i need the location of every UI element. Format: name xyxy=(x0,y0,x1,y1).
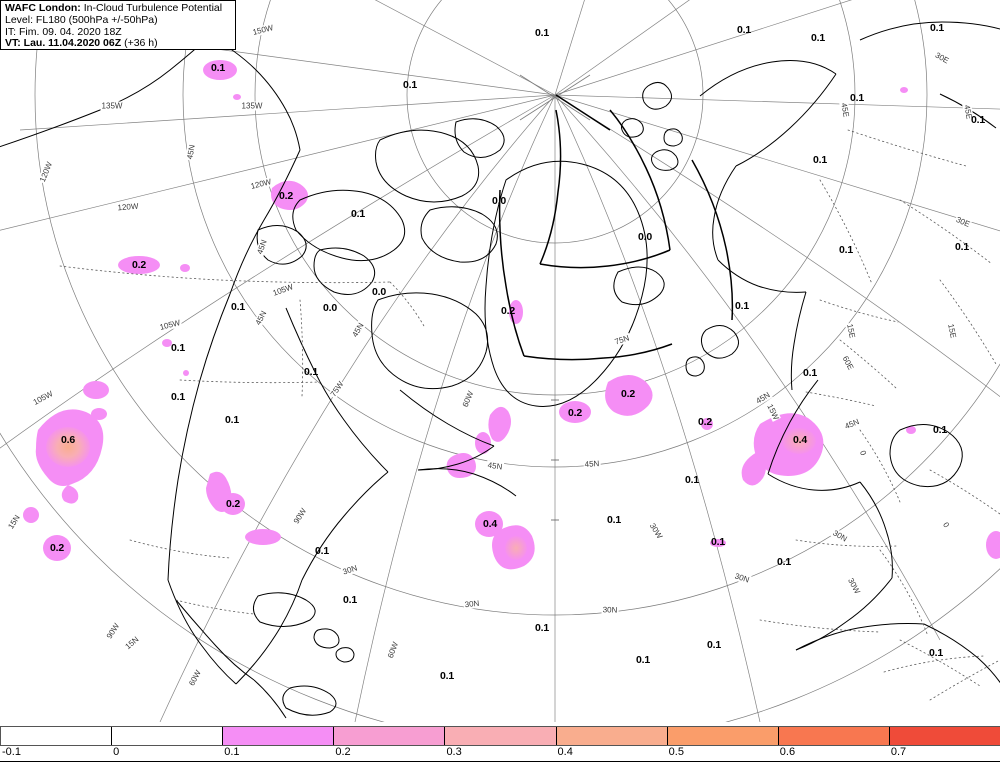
contour-value-label: 0.1 xyxy=(535,622,549,634)
contour-value-label: 0.1 xyxy=(839,244,853,256)
colorbar: -0.1 0 0.1 0.2 0.3 0.4 0.5 0.6 0.7 xyxy=(0,726,1000,762)
title-line-product: WAFC London: In-Cloud Turbulence Potenti… xyxy=(5,2,232,15)
colorbar-segment[interactable] xyxy=(667,727,779,745)
title-box: WAFC London: In-Cloud Turbulence Potenti… xyxy=(0,0,236,50)
graticule-label: 135W xyxy=(100,101,124,111)
contour-value-label: 0.2 xyxy=(226,498,240,510)
graticule-label: 30N xyxy=(601,605,619,615)
colorbar-tick-label: -0.1 xyxy=(2,746,21,758)
colorbar-segments[interactable] xyxy=(0,726,1000,746)
map-graphic xyxy=(0,0,1000,722)
contour-value-label: 0.1 xyxy=(351,208,365,220)
contour-value-label: 0.2 xyxy=(501,305,515,317)
contour-value-label: 0.1 xyxy=(171,391,185,403)
contour-value-label: 0.1 xyxy=(535,27,549,39)
contour-value-label: 0.2 xyxy=(568,407,582,419)
colorbar-segment[interactable] xyxy=(556,727,668,745)
contour-value-label: 0.1 xyxy=(607,514,621,526)
contour-value-label: 0.1 xyxy=(440,670,454,682)
contour-value-label: 0.0 xyxy=(372,286,386,298)
lead-time-label: (+36 h) xyxy=(124,37,158,50)
contour-value-label: 0.1 xyxy=(707,639,721,651)
contour-value-label: 0.1 xyxy=(933,424,947,436)
contour-value-label: 0.1 xyxy=(803,367,817,379)
colorbar-segment[interactable] xyxy=(445,727,557,745)
contour-value-label: 0.1 xyxy=(735,300,749,312)
contour-value-label: 0.1 xyxy=(403,79,417,91)
colorbar-tick-label: 0 xyxy=(113,746,120,758)
colorbar-segment[interactable] xyxy=(223,727,335,745)
contour-value-label: 0.1 xyxy=(711,536,725,548)
colorbar-segment[interactable] xyxy=(778,727,890,745)
title-line-valid: VT: Lau. 11.04.2020 06Z (+36 h) xyxy=(5,37,232,50)
contour-value-label: 0.1 xyxy=(850,92,864,104)
contour-value-label: 0.1 xyxy=(343,594,357,606)
contour-value-label: 0.1 xyxy=(811,32,825,44)
product-label: In-Cloud Turbulence Potential xyxy=(83,2,223,14)
contour-value-label: 0.1 xyxy=(171,342,185,354)
contour-value-label: 0.1 xyxy=(636,654,650,666)
contour-value-label: 0.2 xyxy=(621,388,635,400)
contour-value-label: 0.1 xyxy=(315,545,329,557)
contour-value-label: 0.1 xyxy=(304,366,318,378)
contour-value-label: 0.2 xyxy=(279,190,293,202)
graticule-label: 45N xyxy=(583,459,601,469)
contour-value-label: 0.1 xyxy=(971,114,985,126)
contour-value-label: 0.0 xyxy=(492,195,506,207)
contour-value-label: 0.4 xyxy=(793,434,807,446)
turbulence-shading xyxy=(23,60,1000,570)
colorbar-segment[interactable] xyxy=(889,727,1000,745)
contour-value-label: 0.1 xyxy=(211,62,225,74)
colorbar-tick-label: 0.1 xyxy=(224,746,240,758)
colorbar-segment[interactable] xyxy=(1,727,113,745)
contour-value-label: 0.0 xyxy=(638,231,652,243)
colorbar-segment[interactable] xyxy=(112,727,224,745)
contour-value-label: 0.1 xyxy=(930,22,944,34)
contour-value-label: 0.1 xyxy=(225,414,239,426)
colorbar-tick-label: 0.5 xyxy=(668,746,684,758)
colorbar-segment[interactable] xyxy=(334,727,446,745)
contour-value-label: 0.2 xyxy=(698,416,712,428)
colorbar-tick-label: 0.4 xyxy=(557,746,573,758)
contour-value-label: 0.1 xyxy=(955,241,969,253)
map-panel[interactable]: 0.1 0.1 0.1 0.1 0.1 0.1 0.1 0.1 0.1 0.2 0.0 0.0 0.1 0… xyxy=(0,0,1000,722)
colorbar-tick-label: 0.6 xyxy=(779,746,796,758)
colorbar-tick-label: 0.3 xyxy=(446,746,462,758)
colorbar-ticks: -0.1 0 0.1 0.2 0.3 0.4 0.5 0.6 0.7 xyxy=(0,746,1000,762)
contour-value-label: 0.1 xyxy=(685,474,699,486)
contour-value-label: 0.1 xyxy=(929,647,943,659)
colorbar-tick-label: 0.2 xyxy=(335,746,351,758)
level-label: Level: FL180 (500hPa +/-50hPa) xyxy=(5,13,158,26)
graticule-label: 135W xyxy=(240,101,264,111)
contour-value-label: 0.1 xyxy=(737,24,751,36)
issue-time-label: IT: Fim. 09. 04. 2020 18Z xyxy=(5,25,122,38)
contour-value-label: 0.4 xyxy=(483,518,497,530)
contour-value-label: 0.1 xyxy=(231,301,245,313)
contour-value-label: 0.1 xyxy=(777,556,791,568)
contour-value-label: 0.0 xyxy=(323,302,337,314)
source-label: WAFC London: xyxy=(5,2,81,14)
contour-value-label: 0.2 xyxy=(132,259,146,271)
graticule-label: 30N xyxy=(463,598,481,610)
valid-time-label: VT: Lau. 11.04.2020 06Z xyxy=(5,37,122,50)
contour-value-label: 0.6 xyxy=(61,434,75,446)
contour-value-label: 0.1 xyxy=(813,154,827,166)
contour-value-label: 0.2 xyxy=(50,542,64,554)
colorbar-tick-label: 0.7 xyxy=(890,746,907,758)
